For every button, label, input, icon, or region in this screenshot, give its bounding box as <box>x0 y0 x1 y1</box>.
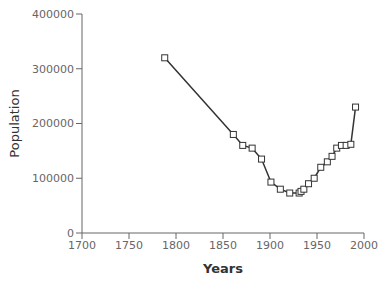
svg-text:1750: 1750 <box>115 239 143 252</box>
svg-text:1700: 1700 <box>68 239 96 252</box>
svg-text:1850: 1850 <box>209 239 237 252</box>
svg-text:100000: 100000 <box>32 172 74 185</box>
svg-text:400000: 400000 <box>32 8 74 21</box>
svg-text:Population: Population <box>8 89 22 157</box>
svg-text:Years: Years <box>202 261 243 276</box>
svg-text:1800: 1800 <box>162 239 190 252</box>
svg-text:0: 0 <box>67 227 74 240</box>
svg-text:1900: 1900 <box>256 239 284 252</box>
svg-text:300000: 300000 <box>32 63 74 76</box>
svg-text:1950: 1950 <box>303 239 331 252</box>
svg-text:2000: 2000 <box>350 239 376 252</box>
svg-text:200000: 200000 <box>32 117 74 130</box>
